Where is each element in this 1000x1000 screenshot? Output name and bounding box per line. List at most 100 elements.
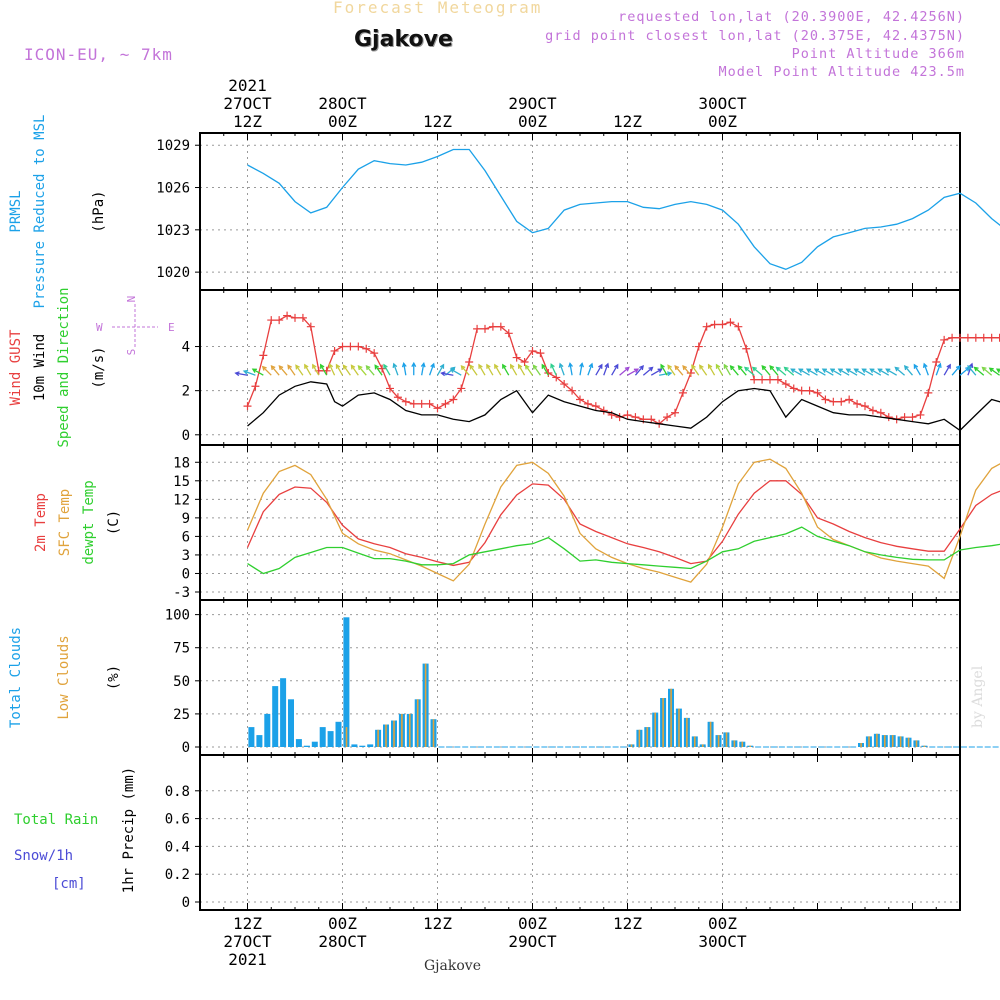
y-tick-label: 4 (182, 340, 190, 356)
wind-arrow-head (588, 362, 594, 368)
low-cloud-bar (345, 727, 348, 747)
wind-arrow-shaft (838, 368, 850, 376)
gust-marker (401, 397, 410, 406)
wind-arrow-shaft (525, 365, 534, 376)
panel-frame (199, 599, 961, 756)
top-time-label: 12Z (613, 112, 642, 131)
gust-marker (647, 415, 656, 424)
wind-arrow (619, 366, 630, 376)
wind-arrow (674, 364, 684, 376)
wind-arrow-shaft (996, 368, 1000, 372)
total-cloud-bar (248, 727, 255, 747)
wind-arrow-head (682, 364, 688, 371)
low-cloud-bar (915, 740, 918, 747)
wind-arrow-head (723, 363, 729, 369)
top-time-label: 00Z (518, 112, 547, 131)
gust-marker (876, 408, 885, 417)
gust-marker (362, 344, 371, 353)
wind-arrow-shaft (374, 365, 383, 376)
wind-arrow-head (861, 368, 867, 373)
wind-arrow-shaft (436, 364, 445, 376)
wind-arrow-head (968, 362, 974, 368)
total-cloud-bar (256, 735, 263, 747)
y-tick-label: 1023 (156, 223, 190, 239)
low-cloud-bar (884, 735, 886, 747)
wind-arrow-head (261, 365, 267, 371)
y-tick-label: 12 (173, 492, 190, 508)
wind-arrow-head (913, 363, 919, 369)
wind-arrow (729, 364, 739, 376)
wind-arrow (943, 363, 951, 376)
panel-precip: 0 0.2 0.4 0.6 0.8 Total Rain Snow/1h [cm] 1hr Pr… (14, 754, 961, 911)
wind-arrow-shaft (667, 365, 676, 376)
gust-marker (956, 333, 964, 342)
wind-arrow (821, 368, 834, 376)
wind-arrow-shaft (358, 365, 367, 376)
wind-arrow-head (350, 364, 356, 370)
gust-marker (971, 333, 980, 342)
top-time-label: 30OCT (698, 94, 747, 113)
total-cloud-bar (327, 731, 334, 747)
low-cloud-bar (860, 743, 862, 747)
y-tick-label: 3 (182, 548, 190, 564)
wind-arrow-shaft (611, 364, 619, 376)
wind-arrow (365, 364, 375, 376)
gust-marker (884, 413, 893, 422)
wind-arrow (988, 367, 1000, 376)
gust-marker (663, 413, 672, 422)
y-tick-label: 1026 (156, 181, 190, 197)
wind-arrow (440, 371, 454, 377)
wind-arrow-head (450, 366, 456, 372)
wind-arrow-shaft (894, 367, 906, 376)
wind-arrow-head (633, 368, 640, 373)
wind-arrow-shaft (974, 367, 985, 376)
total-cloud-bar (367, 744, 374, 747)
wind-arrow-shaft (691, 365, 700, 376)
wind-arrow (261, 365, 272, 376)
wind-arrow-shaft (328, 364, 336, 376)
wind-arrow-shaft (642, 367, 653, 376)
wind-arrow (761, 364, 771, 376)
y-axis-label: (hPa) (91, 190, 107, 232)
wind-arrow-shaft (450, 368, 462, 376)
wind-arrow (357, 364, 367, 376)
wind-arrow-shaft (320, 364, 328, 376)
wind-compass-icon: W E N S (96, 296, 175, 356)
y-axis-label: PRMSL (8, 190, 24, 232)
wind-arrow-head (981, 366, 987, 372)
y-axis-label: 2m Temp (33, 493, 49, 552)
wind-arrow-shaft (469, 365, 478, 376)
wind-arrow-shaft (533, 365, 541, 376)
wind-arrow-head (936, 362, 942, 368)
wind-arrow (502, 363, 510, 376)
wind-arrow-head (524, 364, 530, 370)
y-axis-label: Low Clouds (56, 635, 72, 719)
panel-temperature: -3 0 3 6 9 12 15 18 2m Temp SFC Temp dewpt Temp (C) (33, 444, 1000, 601)
wind-arrow (595, 363, 603, 376)
bottom-time-label: 29OCT (508, 932, 557, 951)
low-cloud-bar (694, 736, 696, 747)
y-axis-label: Total Clouds (8, 627, 24, 728)
gust-marker (433, 404, 442, 413)
gust-marker (734, 322, 743, 331)
wind-arrow-head (420, 362, 426, 368)
chart-subtitle: Forecast Meteogram (333, 0, 543, 17)
wind-arrow-shaft (502, 364, 510, 376)
top-time-label: 12Z (423, 112, 452, 131)
wind-arrow-head (955, 364, 961, 371)
wind-arrow (967, 364, 977, 376)
gust-marker (520, 357, 529, 366)
top-time-label: 2021 (228, 76, 267, 95)
wind-arrow-shaft (559, 363, 565, 376)
wind-arrow (660, 363, 668, 376)
y-tick-label: 25 (173, 707, 190, 723)
wind-arrow (769, 364, 779, 376)
wind-arrow-shaft (603, 363, 609, 376)
wind-arrow-head (853, 368, 859, 373)
gust-marker (797, 386, 806, 395)
wind-arrow-head (278, 364, 284, 371)
wind-arrow-shaft (870, 368, 882, 376)
wind-arrow-head (598, 363, 603, 369)
gust-marker (306, 322, 315, 331)
wind-arrow-shaft (650, 368, 662, 376)
